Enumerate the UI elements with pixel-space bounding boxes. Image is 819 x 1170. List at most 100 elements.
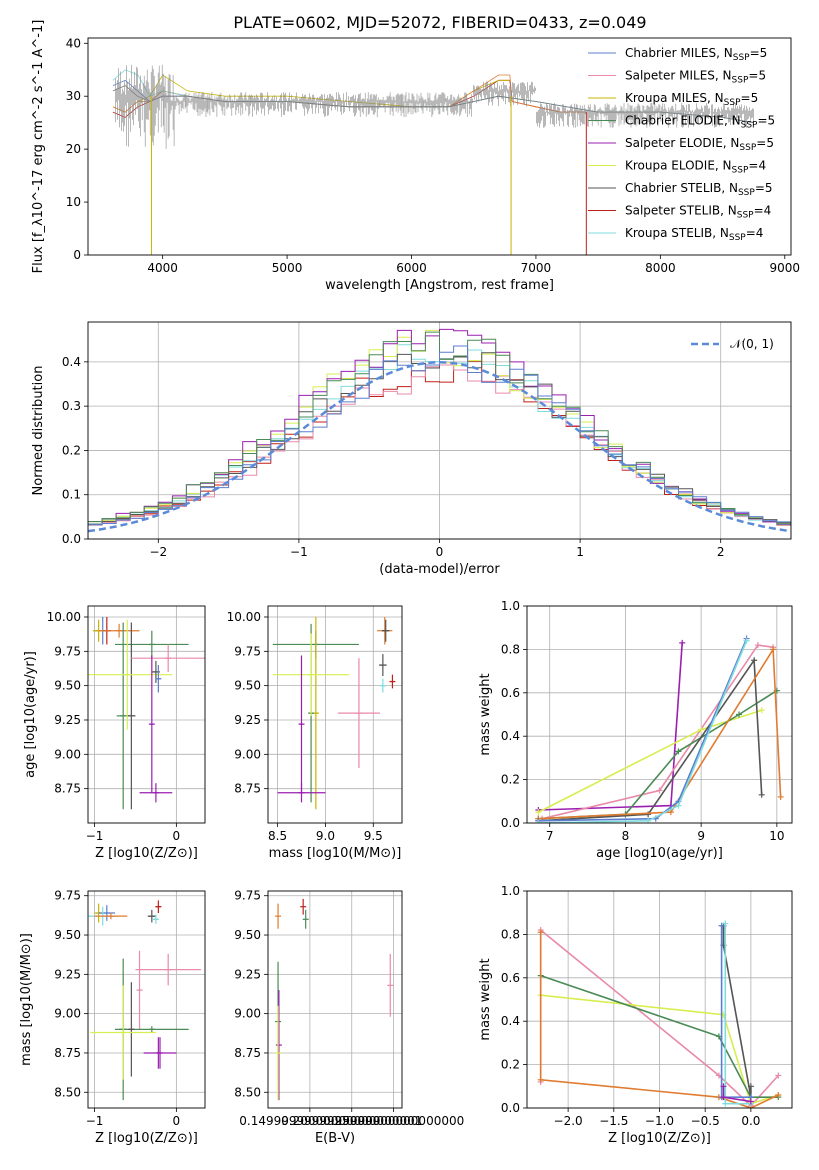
- massweight_vs_age-ytick-label: 1.0: [501, 599, 520, 613]
- residuals-ylabel: Normed distribution: [31, 366, 46, 496]
- mass_vs_ebv-ytick-label: 8.50: [234, 1085, 261, 1099]
- age_vs_mass-xlabel: mass [log10(M/M⊙)]: [269, 846, 402, 861]
- residuals-ytick-label: 0.3: [62, 399, 81, 413]
- age_vs_mass-xtick-label: 9.5: [364, 829, 383, 843]
- age_vs_Z-ytick-label: 9.50: [54, 679, 81, 693]
- massweight_vs_Z-ytick-label: 0.6: [501, 971, 520, 985]
- massweight_vs_Z-series-line-4: [722, 925, 752, 1098]
- massweight_vs_age-point: [698, 726, 705, 733]
- massweight_vs_Z-xtick-label: 0.0: [741, 1114, 760, 1128]
- spectrum-xtick-label: 7000: [521, 261, 552, 275]
- massweight_vs_age-ytick-label: 0.6: [501, 686, 520, 700]
- spectrum-legend-label-6: Chabrier STELIB, NSSP=5: [625, 181, 773, 198]
- massweight_vs_age-point: [736, 711, 742, 718]
- massweight_vs_Z-ytick-label: 0.8: [501, 927, 520, 941]
- massweight_vs_Z-frame: [526, 890, 793, 1109]
- massweight_vs_age-ytick-label: 0.4: [501, 729, 520, 743]
- spectrum-legend-label-2: Kroupa MILES, NSSP=5: [625, 91, 758, 108]
- spectrum-legend-label-5: Kroupa ELODIE, NSSP=4: [625, 159, 766, 176]
- spectrum-ytick-label: 0: [73, 248, 81, 262]
- residuals-panel: −2 −1 0 1 2 0.0 0.1 0.2 0.3 0.4 (data-model)/error…: [31, 321, 792, 577]
- spectrum-xtick-label: 6000: [396, 261, 427, 275]
- massweight_vs_Z-point: [775, 1091, 782, 1098]
- mass_vs_Z-frame: [87, 890, 206, 1109]
- massweight_vs_Z-point: [720, 1083, 727, 1090]
- massweight_vs_age-point: [645, 811, 652, 818]
- residuals-frame: [87, 321, 792, 540]
- massweight_vs_age-point: [758, 707, 765, 714]
- mass_vs_ebv-xtick-label: 0.20000000000000001: [281, 1114, 422, 1128]
- massweight_vs_age-series-line-1: [541, 644, 774, 820]
- massweight_vs_Z-ytick-label: 1.0: [501, 884, 520, 898]
- mass_vs_ebv-xtick-label: 0.25000000000000000: [323, 1114, 464, 1128]
- age_vs_mass-points-group: [272, 616, 396, 810]
- massweight_vs_Z-point: [747, 1083, 754, 1090]
- residuals-ytick-label: 0.1: [62, 488, 81, 502]
- mass_vs_ebv-ytick-label: 9.75: [234, 889, 261, 903]
- spectrum-ytick-label: 10: [66, 195, 81, 209]
- age_vs_Z-xlabel: Z [log10(Z/Z⊙)]: [95, 846, 198, 861]
- mass_vs_Z-xlabel: Z [log10(Z/Z⊙)]: [95, 1131, 198, 1146]
- residuals-xlabel: (data-model)/error: [379, 562, 500, 577]
- massweight_vs_Z-xtick-label: −1.5: [599, 1114, 628, 1128]
- spectrum-ytick-label: 40: [66, 36, 81, 50]
- massweight_vs_Z-point: [537, 1076, 544, 1083]
- massweight_vs_Z-point: [718, 922, 725, 929]
- mass_vs_ebv-ytick-label: 9.25: [234, 967, 261, 981]
- mass_vs_Z-ytick-label: 9.50: [54, 928, 81, 942]
- massweight_vs_age-ytick-label: 0.8: [501, 642, 520, 656]
- massweight_vs_Z-point: [722, 920, 729, 927]
- massweight_vs_Z-xtick-label: −0.5: [691, 1114, 720, 1128]
- massweight_vs_Z-ylabel: mass weight: [478, 958, 493, 1040]
- spectrum-ytick-label: 30: [66, 89, 81, 103]
- spectrum-xtick-label: 4000: [147, 261, 178, 275]
- massweight_vs_age-frame: [526, 605, 793, 824]
- age_vs_mass-ytick-label: 9.00: [234, 747, 261, 761]
- mass_vs_Z-points-group: [88, 900, 201, 1101]
- spectrum-ytick-label: 20: [66, 142, 81, 156]
- residuals-hist-7: [88, 345, 791, 539]
- mass_vs_ebv-points-group: [275, 898, 394, 1101]
- residuals-ytick-label: 0.2: [62, 443, 81, 457]
- age_vs_Z-xtick-label: −1: [86, 829, 104, 843]
- figure-title: PLATE=0602, MJD=52072, FIBERID=0433, z=0…: [233, 13, 646, 32]
- mass_vs_Z-ytick-label: 9.25: [54, 967, 81, 981]
- age_vs_Z-ytick-label: 10.00: [47, 610, 81, 624]
- residuals-hist-group: [88, 328, 791, 539]
- age_vs_mass-xtick-label: 9.0: [316, 829, 335, 843]
- mass_vs_ebv-xtick-label: 0.14999999999999999: [239, 1114, 380, 1128]
- age_vs_mass-panel: 8.5 9.0 9.5 8.75 9.00 9.25 9.50 9.75 10.00 mass […: [227, 605, 403, 861]
- age_vs_Z-xtick-label: 0: [173, 829, 181, 843]
- age_vs_Z-ytick-label: 8.75: [54, 782, 81, 796]
- massweight_vs_age-xlabel: age [log10(age/yr)]: [596, 846, 723, 861]
- age_vs_mass-ytick-label: 9.50: [234, 679, 261, 693]
- spectrum-legend-label-4: Salpeter ELODIE, NSSP=5: [625, 136, 774, 153]
- mass_vs_ebv-panel: 0.149999999999999990.200000000000000010.…: [234, 889, 464, 1146]
- spectrum-legend-label-1: Salpeter MILES, NSSP=5: [625, 69, 766, 86]
- mass_vs_Z-xtick-label: −1: [86, 1114, 104, 1128]
- massweight_vs_age-point: [743, 637, 750, 644]
- massweight_vs_Z-ytick-label: 0.4: [501, 1014, 520, 1028]
- residuals-legend-label: 𝒩(0, 1): [730, 337, 774, 351]
- mass_vs_Z-ytick-label: 9.75: [54, 889, 81, 903]
- residuals-xtick-label: −1: [290, 545, 308, 559]
- mass_vs_Z-panel: −1 0 8.50 8.75 9.00 9.25 9.50 9.75 Z [log10(Z/Z⊙…: [19, 889, 206, 1146]
- massweight_vs_age-panel: 7 8 9 10 0.0 0.2 0.4 0.6 0.8 1.0 age [log10(age/yr…: [478, 599, 793, 861]
- mass_vs_Z-ylabel: mass [log10(M/M⊙)]: [19, 933, 34, 1066]
- spectrum-legend-label-8: Kroupa STELIB, NSSP=4: [625, 226, 763, 243]
- massweight_vs_age-xtick-label: 7: [546, 829, 554, 843]
- spectrum-xlabel: wavelength [Angstrom, rest frame]: [325, 278, 554, 293]
- spectrum-legend-label-0: Chabrier MILES, NSSP=5: [625, 46, 767, 63]
- residuals-xtick-label: 1: [576, 545, 584, 559]
- mass_vs_Z-ytick-label: 9.00: [54, 1007, 81, 1021]
- massweight_vs_age-point: [535, 809, 542, 816]
- massweight_vs_age-xtick-label: 8: [622, 829, 630, 843]
- age_vs_mass-ytick-label: 9.75: [234, 644, 261, 658]
- age_vs_mass-xtick-label: 8.5: [268, 829, 287, 843]
- age_vs_Z-ylabel: age [log10(age/yr)]: [23, 651, 38, 778]
- massweight_vs_Z-series-line-1: [540, 994, 779, 1105]
- massweight_vs_Z-point: [722, 1100, 729, 1107]
- massweight_vs_age-series-line-0: [538, 642, 683, 811]
- spectrum-ylabel: Flux [f_λ10^-17 erg cm^-2 s^-1 A^-1]: [31, 20, 46, 274]
